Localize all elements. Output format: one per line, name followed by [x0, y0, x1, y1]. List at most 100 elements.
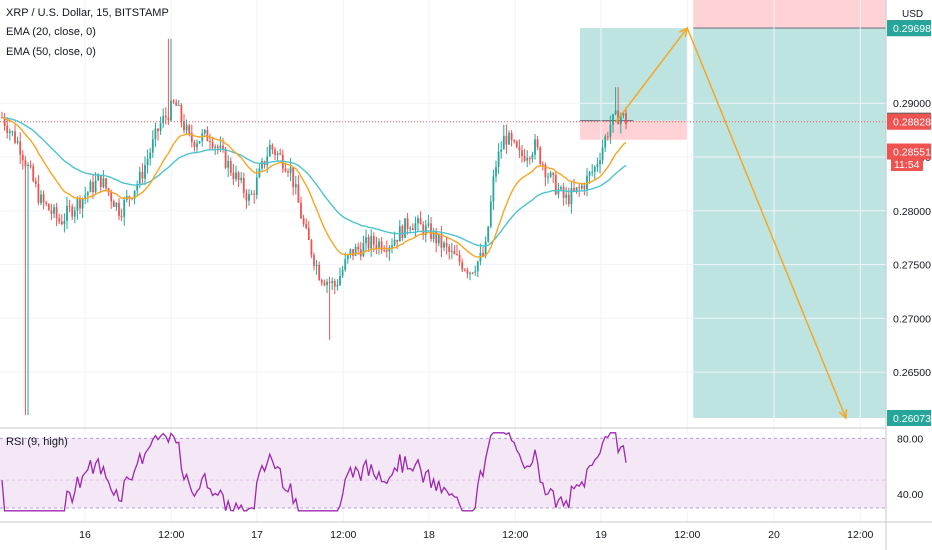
- candle-body: [144, 165, 146, 179]
- candle-body: [313, 255, 315, 266]
- target-zone-near: [579, 28, 688, 121]
- candle-body: [86, 192, 89, 196]
- candle-body: [274, 149, 276, 155]
- candle-body: [123, 199, 126, 217]
- candle-body: [469, 272, 471, 274]
- candle-body: [560, 187, 562, 190]
- candle-body: [378, 241, 380, 249]
- candle-body: [245, 192, 248, 201]
- ema20-legend[interactable]: EMA (20, close, 0): [6, 26, 96, 38]
- candle-body: [60, 221, 63, 225]
- candle-body: [102, 178, 105, 187]
- candle-body: [214, 146, 217, 148]
- candle-body: [268, 144, 271, 157]
- candle-body: [580, 185, 583, 189]
- candle-body: [310, 240, 313, 256]
- candle-body: [578, 187, 581, 189]
- candle-body: [19, 141, 22, 155]
- candle-body: [502, 135, 505, 150]
- candle-body: [367, 237, 370, 249]
- candle-body: [45, 202, 48, 205]
- candle-body: [138, 171, 141, 185]
- candle-body: [136, 184, 139, 191]
- candle-body: [185, 125, 188, 131]
- candle-body: [154, 128, 157, 140]
- candle-body: [307, 227, 310, 241]
- candle-body: [261, 161, 263, 169]
- candle-body: [534, 139, 536, 155]
- candle-body: [50, 210, 53, 214]
- candle-body: [419, 218, 422, 225]
- candle-body: [242, 177, 245, 193]
- candle-body: [206, 130, 209, 141]
- price-tag-label: 0.28828: [893, 117, 931, 129]
- ema50-legend[interactable]: EMA (50, close, 0): [6, 46, 96, 58]
- candle-body: [180, 104, 183, 122]
- candle-body: [287, 171, 289, 173]
- candle-body: [547, 176, 549, 178]
- candle-body: [146, 158, 149, 166]
- candle-body: [159, 122, 162, 132]
- candle-body: [619, 115, 622, 125]
- time-tick-label: 12:00: [158, 529, 184, 541]
- price-tag-label: 0.28551: [893, 147, 931, 159]
- time-tick-label: 12:00: [847, 529, 873, 541]
- candle-body: [422, 224, 425, 235]
- candle-body: [271, 144, 274, 150]
- candle-body: [253, 193, 256, 195]
- candle-body: [450, 250, 453, 252]
- candle-body: [302, 218, 305, 225]
- candle-body: [305, 224, 308, 228]
- candle-body: [14, 131, 16, 143]
- candle-body: [461, 262, 464, 270]
- candle-body: [606, 136, 609, 138]
- candle-body: [521, 150, 523, 157]
- ema-lines: [1, 116, 627, 258]
- candle-body: [235, 172, 237, 180]
- candle-body: [443, 242, 445, 248]
- candle-body: [349, 249, 352, 255]
- candle-body: [224, 148, 227, 168]
- candle-body: [505, 135, 508, 145]
- candle-body: [128, 196, 131, 199]
- candle-body: [63, 220, 66, 225]
- candle-body: [37, 184, 40, 203]
- projection-arrowhead-up: [678, 26, 689, 38]
- candle-body: [593, 166, 596, 172]
- candle-body: [570, 188, 573, 205]
- stop-zone-near: [579, 120, 688, 140]
- candle-body: [333, 281, 336, 287]
- candle-body: [120, 215, 123, 217]
- rsi-pane: [0, 427, 932, 512]
- candle-body: [149, 152, 152, 159]
- price-tag: [887, 20, 931, 37]
- time-tick-label: 12:00: [330, 529, 356, 541]
- candle-body: [110, 192, 113, 202]
- rsi-legend[interactable]: RSI (9, high): [6, 436, 68, 448]
- price-tag: [887, 409, 931, 426]
- candle-body: [575, 187, 578, 191]
- candle-body: [346, 254, 349, 260]
- candle-body: [414, 223, 417, 231]
- price-grid: [0, 0, 886, 522]
- candle-body: [240, 177, 243, 181]
- candle-body: [573, 188, 575, 191]
- candle-body: [193, 141, 196, 147]
- candle-body: [448, 246, 451, 252]
- candle-body: [341, 269, 344, 276]
- candle-body: [552, 172, 555, 175]
- candle-body: [284, 168, 287, 172]
- candle-body: [344, 259, 347, 270]
- candle-body: [406, 218, 409, 229]
- rsi-tick-label: 80.00: [897, 433, 923, 445]
- candle-body: [380, 241, 383, 251]
- candle-body: [6, 125, 9, 133]
- candle-body: [354, 246, 357, 256]
- candle-body: [515, 141, 518, 148]
- symbol-title[interactable]: XRP / U.S. Dollar, 15, BITSTAMP: [6, 7, 169, 19]
- candles: [1, 38, 627, 416]
- position-zones: [0, 0, 886, 418]
- price-axis-bg: [886, 0, 932, 550]
- candle-body: [21, 154, 24, 161]
